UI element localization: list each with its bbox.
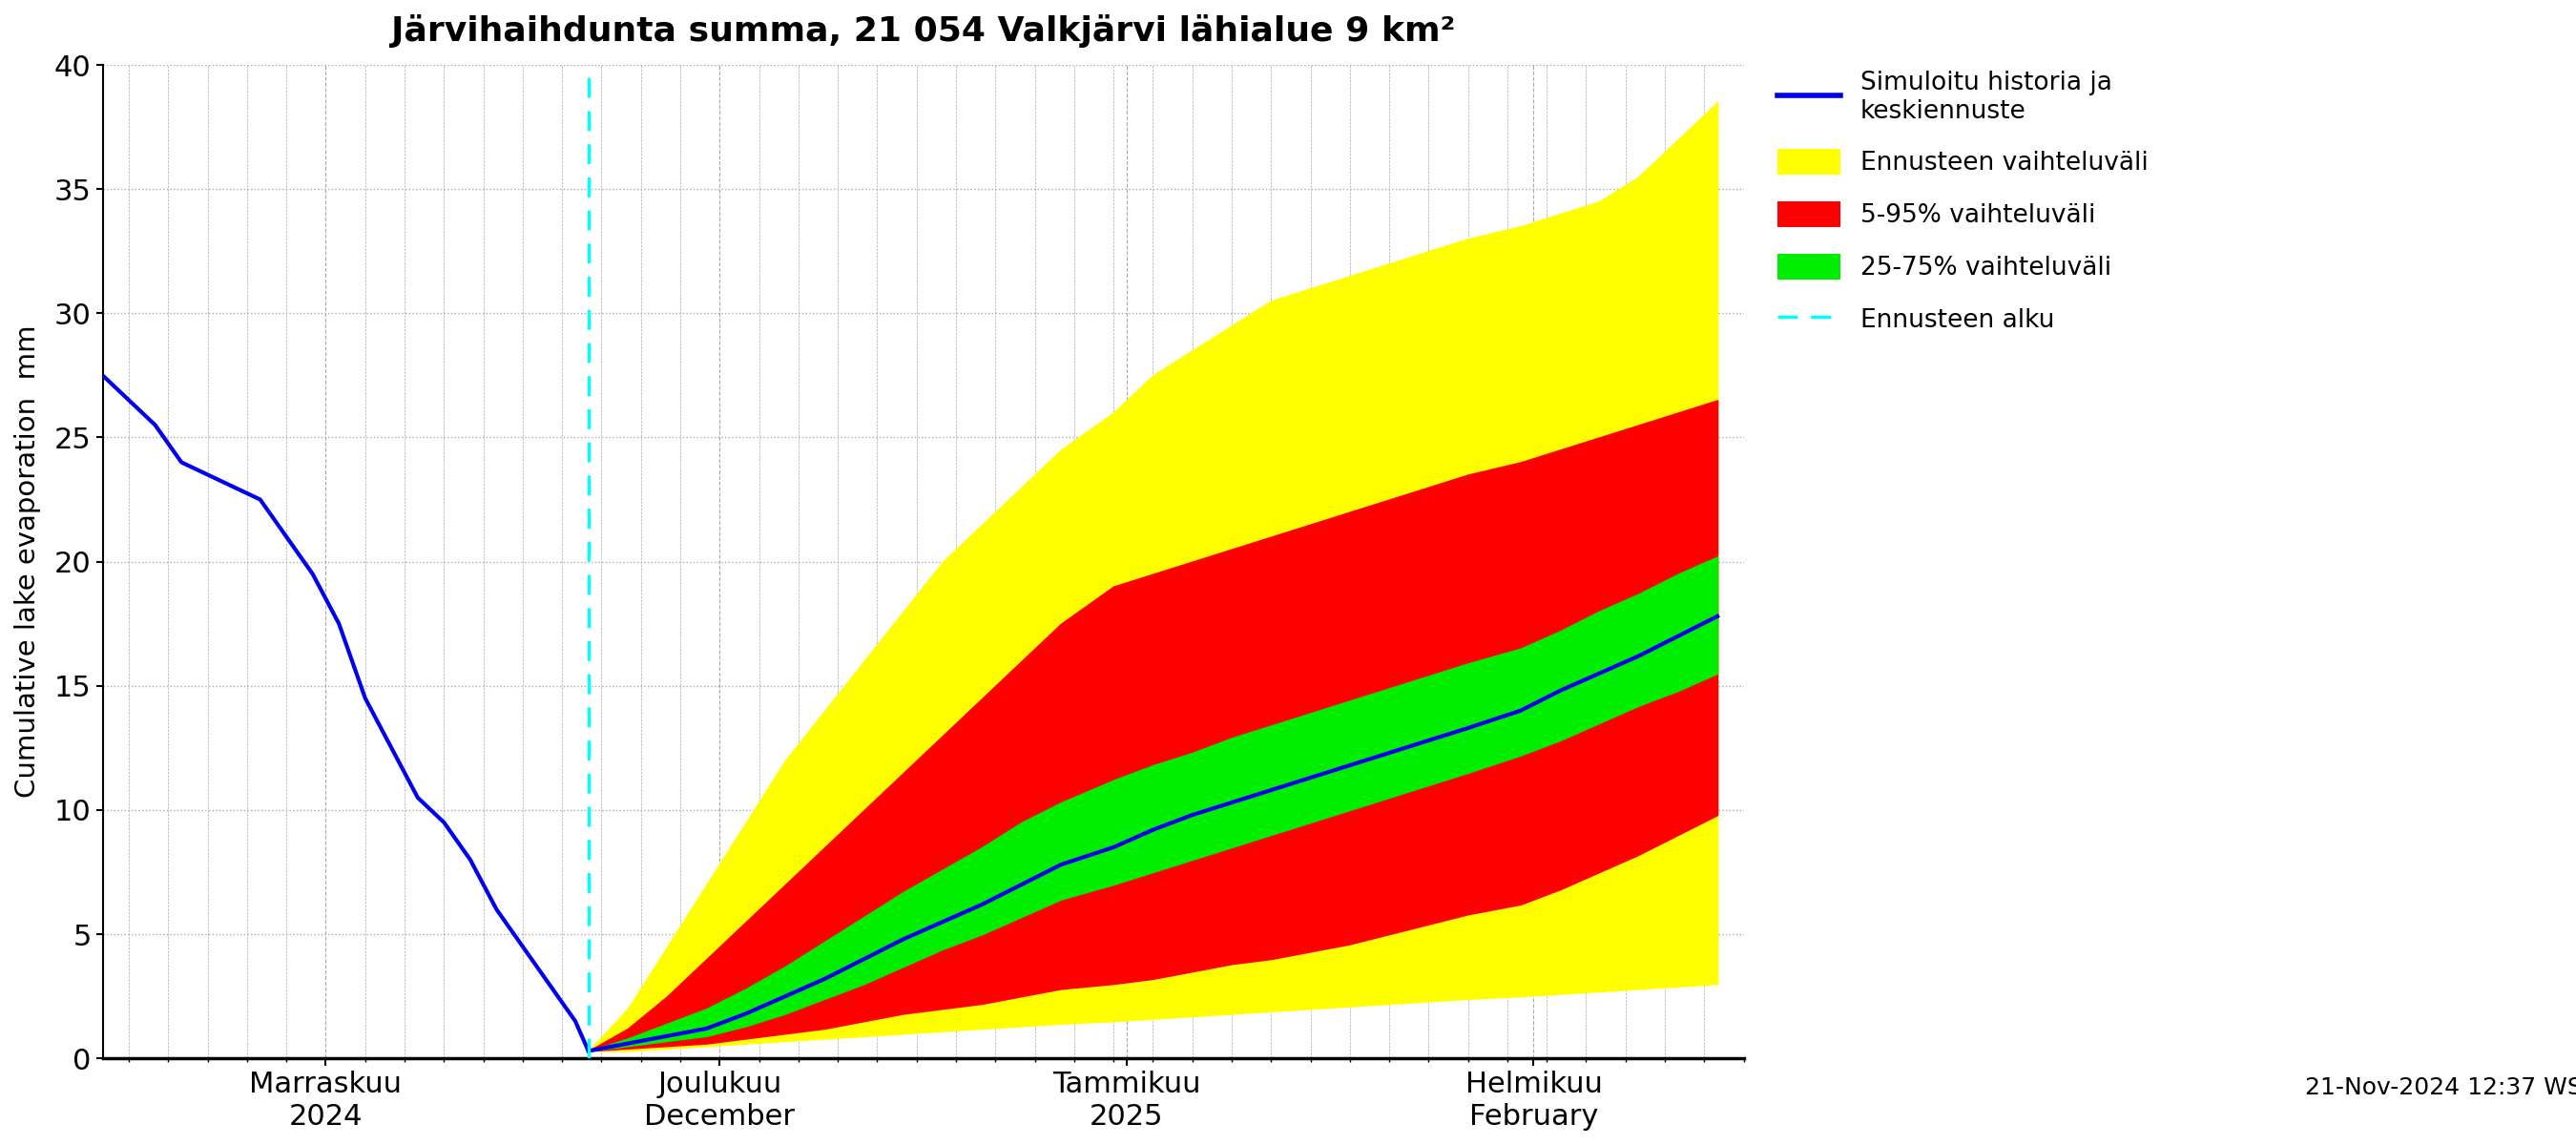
Legend: Simuloitu historia ja
keskiennuste, Ennusteen vaihteluväli, 5-95% vaihteluväli, : Simuloitu historia ja keskiennuste, Ennu… <box>1765 57 2161 346</box>
Title: Järvihaihdunta summa, 21 054 Valkjärvi lähialue 9 km²: Järvihaihdunta summa, 21 054 Valkjärvi l… <box>392 14 1455 48</box>
Text: 21-Nov-2024 12:37 WSFS-O: 21-Nov-2024 12:37 WSFS-O <box>2306 1076 2576 1099</box>
Y-axis label: Cumulative lake evaporation  mm: Cumulative lake evaporation mm <box>15 325 41 798</box>
